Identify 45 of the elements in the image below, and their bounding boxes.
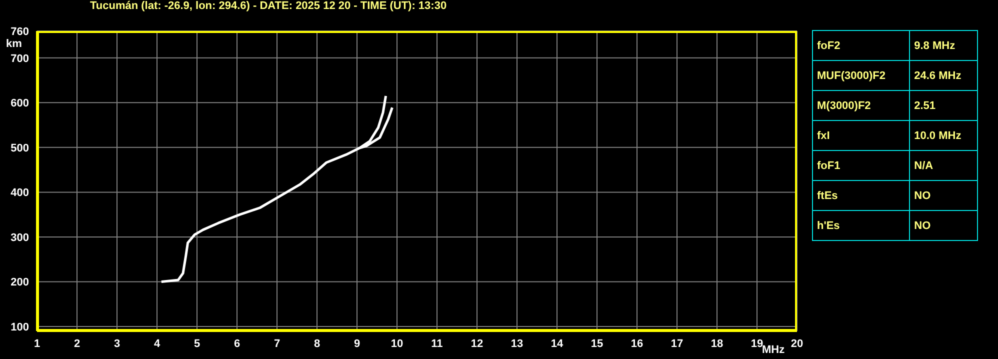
x-tick-label: 20 [790, 338, 804, 350]
text: NO [910, 180, 978, 210]
y-tick-label: 500 [10, 142, 29, 154]
x-tick-label: 7 [274, 338, 280, 350]
y-tick-label: 200 [10, 276, 29, 289]
y-tick-label: 700 [10, 52, 29, 65]
x-tick-label: 4 [154, 338, 161, 350]
y-tick-label: 600 [10, 98, 29, 110]
x-tick-label: 6 [234, 338, 240, 350]
x-tick-label: 1 [34, 338, 40, 350]
x-tick-label: 8 [314, 338, 320, 350]
text: 9.8 MHz [910, 30, 978, 60]
x-tick-label: 18 [710, 338, 724, 350]
x-tick-label: 5 [194, 338, 200, 350]
x-axis-title: MHz [762, 344, 785, 356]
x-tick-label: 13 [510, 338, 524, 350]
text: 2.51 [910, 90, 978, 120]
text: foF1 [812, 150, 910, 180]
text: fxI [812, 120, 910, 150]
x-tick-label: 2 [74, 338, 80, 350]
y-tick-label: 100 [10, 321, 29, 334]
text: MUF(3000)F2 [812, 60, 910, 90]
text: M(3000)F2 [812, 90, 910, 120]
x-tick-label: 11 [431, 338, 443, 350]
x-tick-label: 14 [550, 338, 564, 350]
x-tick-label: 16 [630, 338, 644, 350]
x-tick-label: 9 [354, 338, 360, 350]
text: N/A [910, 150, 978, 180]
x-tick-label: 15 [590, 338, 604, 350]
x-tick-label: 3 [114, 338, 120, 350]
text: foF2 [812, 30, 910, 60]
y-tick-label: 300 [10, 232, 29, 244]
y-tick-label: 400 [10, 187, 29, 200]
y-axis-title: km [6, 38, 22, 50]
x-tick-label: 10 [390, 338, 404, 350]
chart-title: Tucumán (lat: -26.9, lon: 294.6) - DATE: 2025 12 20 - TIME (UT): 13:30 [90, 0, 447, 12]
y-tick-label: 760 [10, 26, 29, 38]
x-tick-label: 19 [750, 338, 764, 350]
text: 24.6 MHz [910, 60, 978, 90]
text: 10.0 MHz [910, 120, 978, 150]
text: h'Es [812, 210, 910, 240]
x-tick-label: 12 [470, 338, 484, 350]
text: ftEs [812, 180, 910, 210]
x-tick-label: 17 [670, 338, 684, 350]
text: NO [910, 210, 978, 240]
